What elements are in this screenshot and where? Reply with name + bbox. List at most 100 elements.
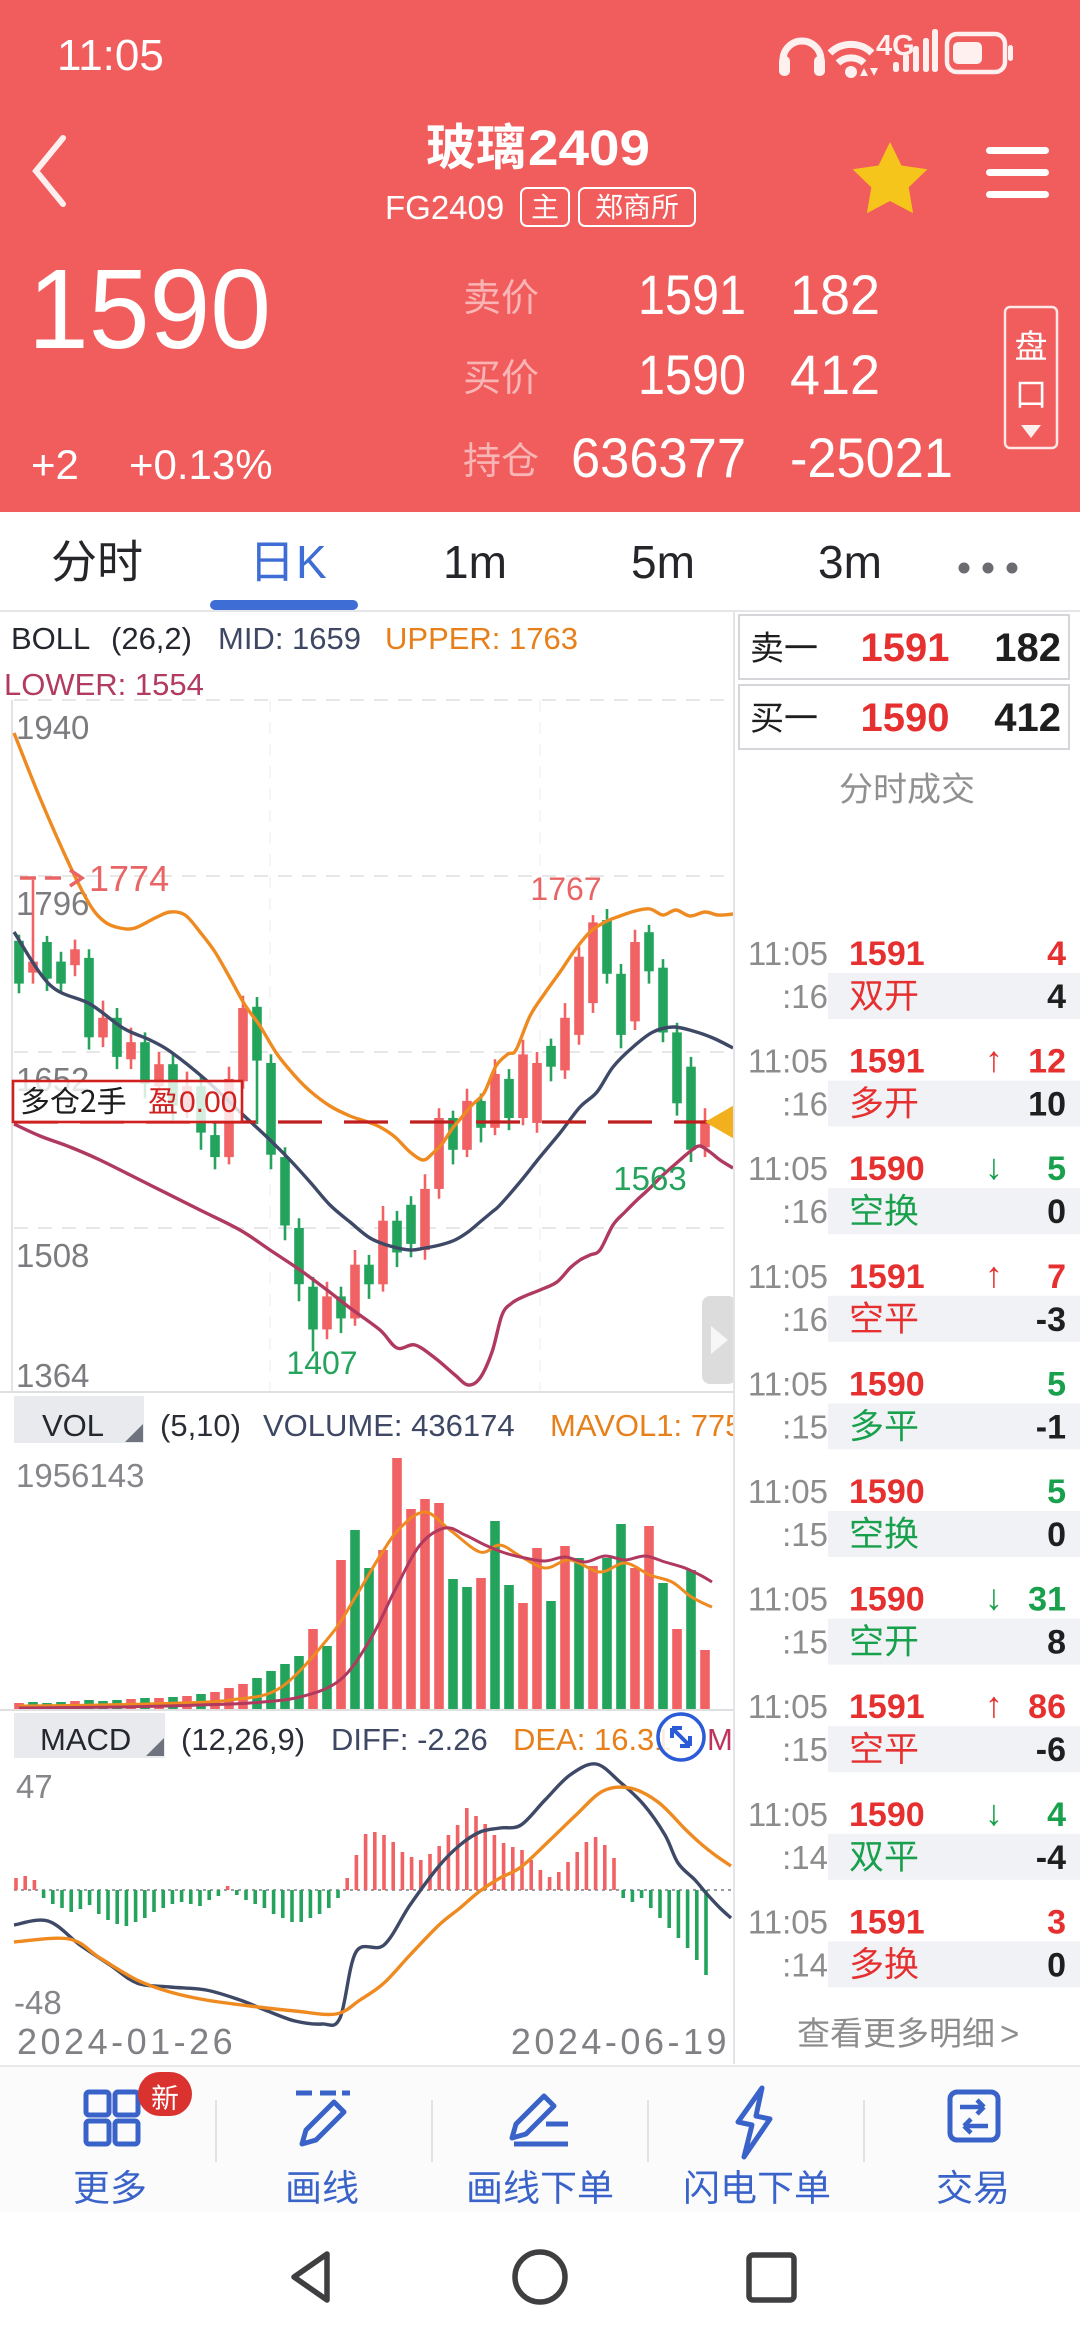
- svg-text:636377: 636377: [571, 426, 746, 489]
- svg-text:31: 31: [1028, 1581, 1066, 1619]
- svg-text:1590: 1590: [849, 1581, 925, 1619]
- svg-text:0: 0: [1047, 1516, 1066, 1554]
- svg-text::16: :16: [782, 1301, 828, 1338]
- svg-text:47: 47: [16, 1768, 53, 1805]
- svg-text:1590: 1590: [28, 246, 271, 372]
- svg-text:+0.13%: +0.13%: [129, 441, 273, 488]
- svg-text:K: K: [296, 536, 327, 588]
- svg-text:11:05: 11:05: [748, 1150, 828, 1187]
- svg-text::14: :14: [782, 1839, 828, 1876]
- svg-text:11:05: 11:05: [748, 1258, 828, 1295]
- svg-text::14: :14: [782, 1946, 828, 1983]
- svg-text::15: :15: [782, 1408, 828, 1445]
- svg-text:5: 5: [1047, 1150, 1066, 1188]
- svg-text:11:05: 11:05: [748, 1043, 828, 1080]
- svg-text:4: 4: [1047, 935, 1066, 973]
- svg-text:86: 86: [1028, 1688, 1066, 1726]
- svg-text:UPPER: 1763: UPPER: 1763: [385, 621, 578, 656]
- svg-text:-6: -6: [1036, 1731, 1066, 1769]
- svg-text:↑: ↑: [985, 1254, 1003, 1295]
- svg-text:8: 8: [1047, 1624, 1066, 1662]
- svg-text:11:05: 11:05: [57, 31, 164, 80]
- svg-text:1591: 1591: [638, 263, 746, 326]
- svg-text:1590: 1590: [849, 1473, 925, 1511]
- svg-text:1590: 1590: [849, 1365, 925, 1403]
- svg-text:-3: -3: [1036, 1301, 1066, 1339]
- svg-text:BOLL: BOLL: [11, 621, 90, 656]
- svg-text:1956143: 1956143: [16, 1457, 144, 1494]
- svg-text:↓: ↓: [985, 1792, 1003, 1833]
- svg-text:1364: 1364: [16, 1357, 89, 1394]
- svg-text:1590: 1590: [638, 343, 746, 406]
- svg-text:1590: 1590: [861, 696, 950, 740]
- svg-text:182: 182: [994, 626, 1061, 670]
- svg-text:1591: 1591: [861, 626, 950, 670]
- svg-text:VOLUME: 436174: VOLUME: 436174: [263, 1408, 515, 1443]
- svg-text:4: 4: [1047, 978, 1066, 1016]
- svg-text:11:05: 11:05: [748, 1365, 828, 1402]
- svg-text:5: 5: [1047, 1365, 1066, 1403]
- svg-text:11:05: 11:05: [748, 1903, 828, 1940]
- svg-text:11:05: 11:05: [748, 1581, 828, 1618]
- svg-text:3m: 3m: [818, 536, 882, 588]
- svg-text:1774: 1774: [89, 858, 169, 899]
- svg-text:-1: -1: [1036, 1408, 1066, 1446]
- svg-text:1767: 1767: [530, 871, 601, 907]
- svg-text::15: :15: [782, 1624, 828, 1661]
- svg-text:0: 0: [1047, 1946, 1066, 1984]
- svg-text:LOWER: 1554: LOWER: 1554: [4, 667, 204, 702]
- svg-text:182: 182: [790, 263, 880, 326]
- svg-text:+2: +2: [31, 441, 79, 488]
- svg-text:11:05: 11:05: [748, 1688, 828, 1725]
- svg-text::16: :16: [782, 978, 828, 1015]
- svg-text:7: 7: [1047, 1258, 1066, 1296]
- svg-text:2024-01-26: 2024-01-26: [17, 2021, 236, 2062]
- svg-text:(12,26,9): (12,26,9): [181, 1722, 305, 1757]
- svg-text:1m: 1m: [443, 536, 507, 588]
- svg-text:(26,2): (26,2): [111, 621, 192, 656]
- svg-text::16: :16: [782, 1193, 828, 1230]
- svg-text:0: 0: [1047, 1193, 1066, 1231]
- svg-text:DEA: 16.31: DEA: 16.31: [513, 1722, 672, 1757]
- svg-text:3: 3: [1047, 1903, 1066, 1941]
- svg-text:1563: 1563: [613, 1160, 686, 1197]
- svg-text:1591: 1591: [849, 1688, 925, 1726]
- svg-text:5m: 5m: [631, 536, 695, 588]
- svg-text:12: 12: [1028, 1043, 1066, 1081]
- svg-text:1591: 1591: [849, 1903, 925, 1941]
- svg-text:1508: 1508: [16, 1237, 89, 1274]
- svg-text:412: 412: [790, 343, 880, 406]
- svg-text:MAVOL1: 7754: MAVOL1: 7754: [550, 1408, 760, 1443]
- svg-text:1590: 1590: [849, 1150, 925, 1188]
- svg-text:MACD: MACD: [40, 1722, 131, 1757]
- svg-text:(5,10): (5,10): [160, 1408, 241, 1443]
- svg-text:↓: ↓: [985, 1577, 1003, 1618]
- svg-text:MID: 1659: MID: 1659: [218, 621, 361, 656]
- svg-text:1591: 1591: [849, 1258, 925, 1296]
- svg-text:1591: 1591: [849, 1043, 925, 1081]
- svg-text::16: :16: [782, 1086, 828, 1123]
- svg-text:11:05: 11:05: [748, 1473, 828, 1510]
- svg-text:10: 10: [1028, 1086, 1066, 1124]
- svg-text:↑: ↑: [985, 1039, 1003, 1080]
- svg-text:>: >: [1000, 2015, 1019, 2052]
- svg-text:11:05: 11:05: [748, 935, 828, 972]
- svg-text:VOL: VOL: [42, 1408, 104, 1443]
- svg-text:5: 5: [1047, 1473, 1066, 1511]
- svg-text:1940: 1940: [16, 709, 89, 746]
- svg-text:2409: 2409: [528, 120, 650, 176]
- svg-text:1796: 1796: [16, 885, 89, 922]
- svg-text:DIFF: -2.26: DIFF: -2.26: [331, 1722, 488, 1757]
- svg-text:0.00: 0.00: [179, 1086, 237, 1119]
- svg-text:2024-06-19: 2024-06-19: [511, 2021, 730, 2062]
- svg-text:↓: ↓: [985, 1146, 1003, 1187]
- svg-text:4: 4: [1047, 1796, 1066, 1834]
- svg-text:1591: 1591: [849, 935, 925, 973]
- svg-text:1407: 1407: [286, 1345, 357, 1381]
- svg-text:-4: -4: [1036, 1839, 1066, 1877]
- svg-text:-25021: -25021: [790, 426, 953, 489]
- svg-text:11:05: 11:05: [748, 1796, 828, 1833]
- svg-text:412: 412: [994, 696, 1061, 740]
- svg-text::15: :15: [782, 1516, 828, 1553]
- svg-text:FG2409: FG2409: [385, 189, 504, 226]
